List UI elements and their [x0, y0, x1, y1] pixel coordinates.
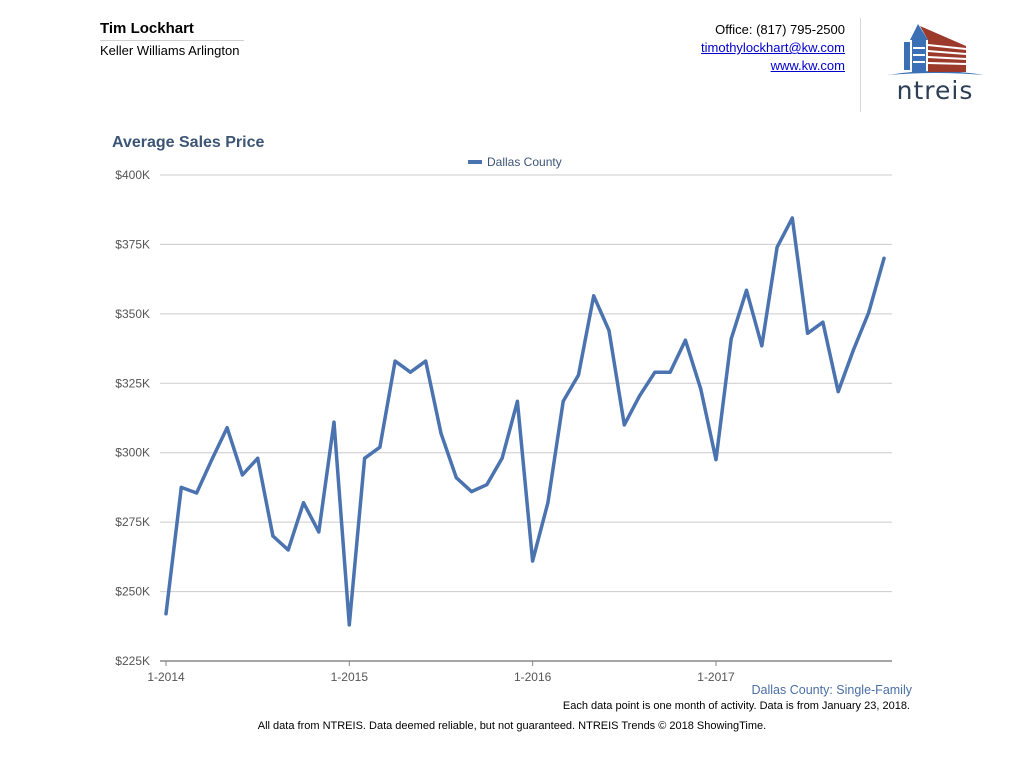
- data-point: [546, 501, 550, 505]
- series-line-dallas-county: [164, 216, 886, 627]
- data-point: [515, 399, 519, 403]
- data-point: [561, 399, 565, 403]
- data-point: [744, 288, 749, 292]
- data-point: [317, 530, 321, 534]
- data-point: [790, 216, 794, 220]
- legend-label: Dallas County: [487, 155, 562, 169]
- data-point: [576, 373, 581, 377]
- data-point: [378, 445, 382, 449]
- x-tick-label: 1-2015: [331, 670, 369, 684]
- data-point: [607, 328, 611, 333]
- y-tick-label: $350K: [115, 307, 150, 321]
- data-point: [424, 359, 428, 363]
- x-tick-label: 1-2017: [697, 670, 735, 684]
- data-point: [210, 458, 214, 462]
- chart-title: Average Sales Price: [112, 134, 265, 151]
- agent-company: Keller Williams Arlington: [100, 43, 240, 58]
- data-point: [439, 431, 443, 435]
- data-point: [882, 256, 886, 260]
- data-point: [760, 344, 764, 348]
- data-point: [485, 483, 489, 487]
- data-point: [821, 320, 825, 324]
- data-point: [867, 310, 871, 315]
- data-point: [454, 476, 458, 480]
- area-label: Dallas County: Single-Family: [751, 683, 912, 697]
- data-point: [362, 456, 367, 460]
- x-tick-label: 1-2016: [514, 670, 552, 684]
- ntreis-logo: ntreis: [880, 24, 990, 108]
- data-point: [286, 548, 290, 552]
- data-point: [592, 294, 596, 298]
- y-tick-label: $400K: [115, 168, 150, 182]
- data-point: [653, 370, 657, 374]
- y-tick-label: $325K: [115, 376, 150, 390]
- data-point: [332, 420, 336, 424]
- data-point: [408, 370, 413, 374]
- data-point: [393, 359, 397, 363]
- data-point: [469, 489, 474, 494]
- data-point: [683, 338, 688, 342]
- data-point: [164, 612, 168, 616]
- logo-wordmark: ntreis: [896, 76, 974, 105]
- email-link[interactable]: timothylockhart@kw.com: [701, 40, 845, 55]
- data-point: [225, 426, 229, 430]
- data-point: [668, 370, 672, 374]
- data-point: [531, 559, 535, 563]
- data-point: [836, 390, 840, 394]
- building-logo-icon: [888, 24, 984, 75]
- office-phone: Office: (817) 795-2500: [715, 22, 845, 37]
- data-point: [699, 387, 703, 391]
- data-point: [637, 394, 642, 398]
- data-point: [271, 534, 275, 538]
- data-point: [240, 473, 244, 477]
- data-note: Each data point is one month of activity…: [562, 700, 910, 712]
- y-tick-label: $275K: [115, 515, 150, 529]
- y-tick-label: $300K: [115, 446, 150, 460]
- y-tick-label: $375K: [115, 237, 150, 251]
- y-tick-label: $225K: [115, 654, 150, 668]
- data-point: [500, 456, 504, 460]
- data-point: [729, 337, 733, 341]
- data-point: [347, 623, 351, 627]
- data-point: [301, 501, 306, 505]
- data-point: [194, 491, 199, 495]
- data-point: [806, 331, 810, 335]
- data-point: [622, 423, 626, 427]
- y-tick-label: $250K: [115, 585, 150, 599]
- data-point: [851, 348, 856, 352]
- x-tick-label: 1-2014: [147, 670, 185, 684]
- agent-name: Tim Lockhart: [100, 20, 194, 37]
- data-point: [714, 458, 718, 462]
- agent-divider: [100, 40, 244, 41]
- data-point: [256, 456, 260, 460]
- contact-block: Office: (817) 795-2500 timothylockhart@k…: [701, 21, 845, 75]
- data-point: [775, 245, 779, 249]
- footer-disclaimer: All data from NTREIS. Data deemed reliab…: [257, 720, 767, 732]
- data-point: [179, 485, 183, 490]
- website-link[interactable]: www.kw.com: [770, 58, 845, 73]
- header-divider: [860, 18, 861, 112]
